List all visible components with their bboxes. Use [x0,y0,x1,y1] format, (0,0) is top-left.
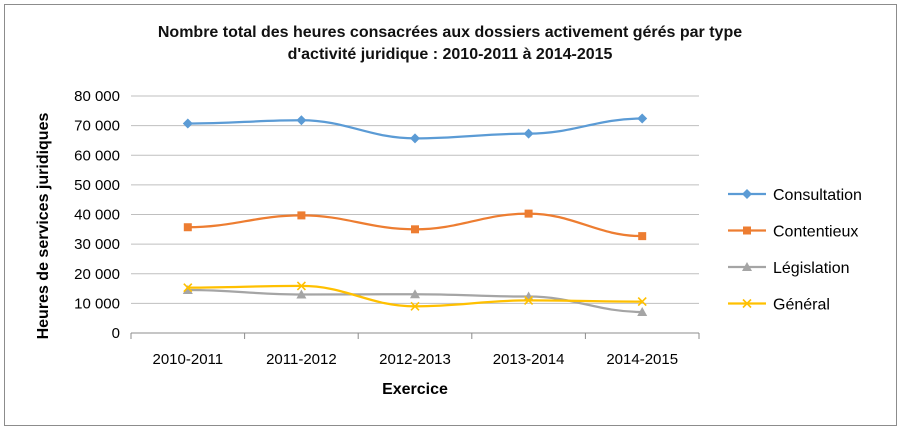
data-point [410,133,420,144]
data-point [410,289,420,299]
data-point [296,281,306,291]
y-tick-label: 40 000 [74,207,120,224]
chart-title-line-2: d'activité juridique : 2010-2011 à 2014-… [287,46,613,63]
y-tick-label: 70 000 [74,118,120,135]
data-point [637,113,648,124]
data-point [523,128,534,139]
data-point [297,211,306,220]
x-tick-label: 2012-2013 [379,351,451,368]
data-point-stroke [183,283,193,293]
legend-label: Législation [773,260,850,277]
data-point-stroke [637,297,647,307]
x-tick-label: 2014-2015 [606,351,678,368]
legend-entry-general: Général [728,297,830,314]
data-point [742,262,752,271]
data-point [182,118,193,129]
legend-label: Général [773,297,830,314]
legend-entry-legislation: Législation [728,260,850,277]
data-point-stroke [410,301,420,311]
chart-title-line-1: Nombre total des heures consacrées aux d… [157,24,743,41]
series-lines [182,113,648,316]
y-tick-label: 10 000 [74,295,120,312]
gridlines [131,95,699,304]
legend-label: Consultation [773,187,862,204]
data-point [524,209,533,218]
series-contentieux [183,209,647,241]
x-tick-labels: 2010-2011 2011-2012 2012-2013 2013-2014 2014… [152,351,678,368]
y-tick-label: 0 [112,325,120,342]
data-point [296,115,307,126]
x-axis-title: Exercice [382,381,448,398]
axes [130,332,700,339]
data-point [742,298,752,309]
data-point [637,306,648,316]
data-point [410,301,420,311]
series-consultation [182,113,648,144]
y-tick-labels: 0 10 000 20 000 30 000 40 000 50 000 60 000 70 … [74,88,120,342]
x-tick-label: 2013-2014 [493,351,565,368]
y-tick-label: 60 000 [74,147,120,164]
data-point [183,283,193,293]
legend-entry-contentieux: Contentieux [728,224,858,241]
y-tick-label: 80 000 [74,88,120,105]
data-point [742,189,752,199]
data-point [524,295,534,305]
y-tick-label: 50 000 [74,177,120,194]
data-point-stroke [524,295,534,305]
series-general [183,281,647,311]
x-tick-label: 2010-2011 [152,351,223,368]
y-axis-title: Heures de services juridiques [35,113,52,340]
data-point [638,232,647,241]
legend: Consultation Contentieux Législation Généra… [728,187,862,314]
data-point [296,289,307,299]
legend-entry-consultation: Consultation [728,187,862,204]
data-point [743,226,751,235]
y-tick-label: 30 000 [74,236,120,253]
legend-label: Contentieux [773,224,858,241]
data-point-stroke [296,281,306,291]
y-tick-label: 20 000 [74,266,120,283]
data-point [411,225,419,234]
data-point [182,285,193,295]
data-point-stroke [742,298,752,309]
chart-title: Nombre total des heures consacrées aux d… [120,22,780,66]
data-point [637,297,647,307]
x-tick-label: 2011-2012 [266,351,337,368]
data-point [183,223,192,232]
